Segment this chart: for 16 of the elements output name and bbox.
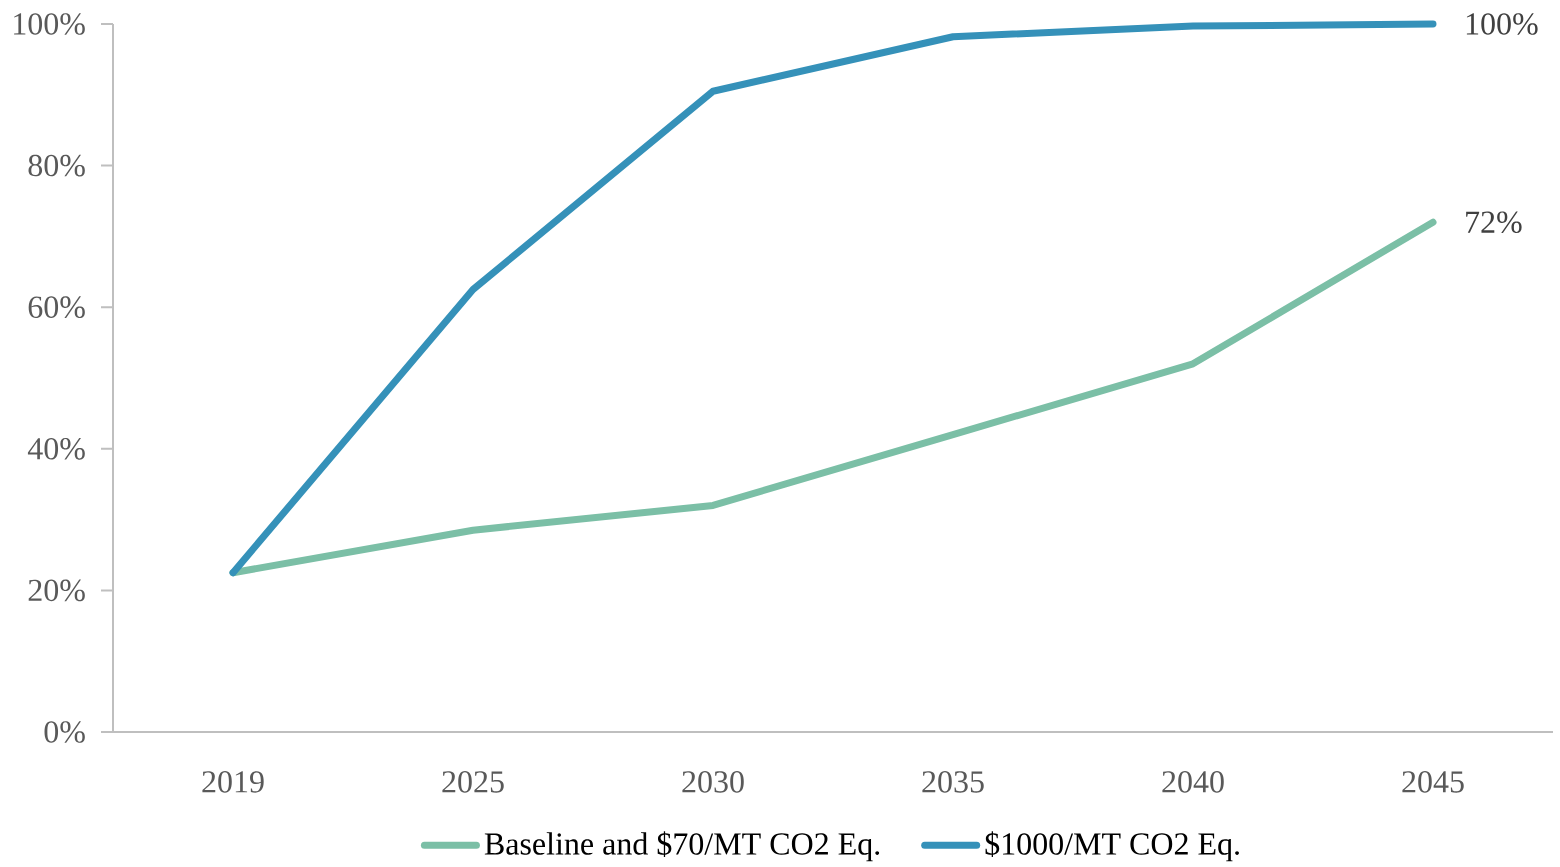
data-label: 100% <box>1466 13 1538 35</box>
legend-label: $1000/MT CO2 Eq. <box>985 831 1239 862</box>
legend-label: Baseline and $70/MT CO2 Eq. <box>484 831 880 862</box>
data-label: 72% <box>1466 211 1522 234</box>
x-tick-label: 2030 <box>682 771 744 793</box>
x-tick-label: 2035 <box>922 771 984 793</box>
x-tick-label: 2025 <box>442 771 504 793</box>
y-tick-label: 0% <box>44 721 85 743</box>
y-tick-label: 20% <box>28 579 85 602</box>
y-tick-label: 60% <box>28 296 85 319</box>
y-tick-label: 40% <box>27 437 85 460</box>
y-tick-label: 100% <box>14 13 85 35</box>
x-tick-label: 2040 <box>1162 771 1224 793</box>
y-tick-label: 80% <box>28 154 85 177</box>
x-tick-label: 2045 <box>1402 771 1464 793</box>
x-tick-label: 2019 <box>202 771 264 793</box>
